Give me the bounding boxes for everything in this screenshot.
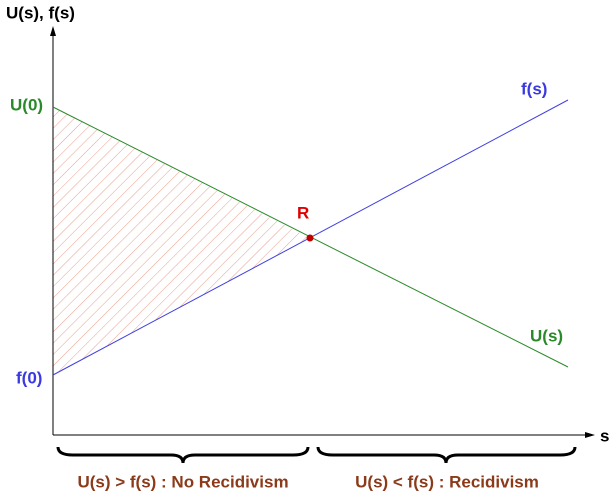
y-axis-arrow — [50, 26, 56, 36]
f0-label: f(0) — [16, 368, 42, 387]
intersection-label: R — [297, 203, 309, 222]
hatched-region — [53, 107, 310, 375]
u0-label: U(0) — [10, 95, 43, 114]
u-line-label: U(s) — [530, 326, 563, 345]
brace — [56, 446, 310, 464]
f-line-label: f(s) — [521, 79, 547, 98]
brace — [316, 446, 577, 464]
y-axis-label: U(s), f(s) — [6, 3, 75, 22]
x-axis-arrow — [585, 432, 595, 438]
region-label: U(s) > f(s) : No Recidivism — [77, 472, 288, 491]
region-label: U(s) < f(s) : Recidivism — [355, 472, 539, 491]
x-axis-label: s — [600, 426, 609, 445]
intersection-point — [306, 234, 314, 242]
